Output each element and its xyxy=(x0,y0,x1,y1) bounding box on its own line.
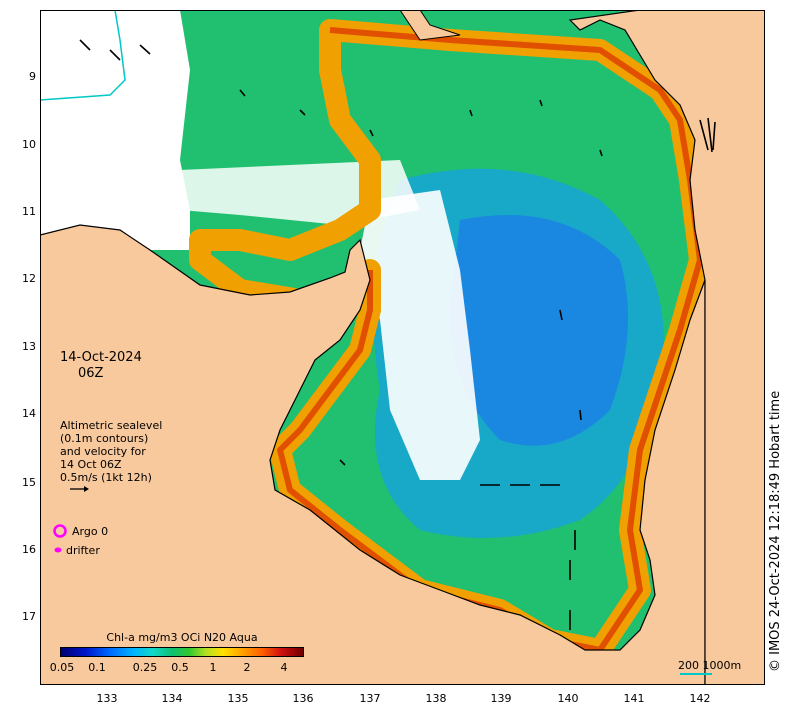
x-tick-label: 135 xyxy=(227,692,249,705)
colorbar-tick-label: 0.05 xyxy=(49,661,75,674)
gulf-core-water xyxy=(450,215,628,446)
land-east xyxy=(568,10,765,685)
y-tick-label: 14 xyxy=(22,407,36,420)
drifter-legend-label: drifter xyxy=(66,544,100,557)
y-tick-label: 11 xyxy=(22,205,36,218)
scale-bar-label: 200 1000m xyxy=(678,659,742,672)
y-tick-label: 16 xyxy=(22,543,36,556)
y-tick-label: 13 xyxy=(22,340,36,353)
land-north-strip xyxy=(399,10,461,41)
x-tick-label: 141 xyxy=(623,692,645,705)
y-tick-label: 12 xyxy=(22,272,36,285)
x-tick-label: 138 xyxy=(425,692,447,705)
colorbar-tick-label: 1 xyxy=(209,661,217,674)
colorbar-tick-label: 4 xyxy=(280,661,288,674)
date-label: 14-Oct-2024 xyxy=(60,350,142,365)
x-tick-label: 137 xyxy=(359,692,381,705)
sealevel-note-line: and velocity for xyxy=(60,445,146,458)
y-tick-label: 9 xyxy=(29,70,36,83)
land-west xyxy=(40,224,706,685)
y-tick-label: 17 xyxy=(22,610,36,623)
x-tick-label: 140 xyxy=(557,692,579,705)
contour-line xyxy=(40,10,126,101)
colorbar-tick-label: 0.5 xyxy=(171,661,189,674)
map-canvas[interactable] xyxy=(40,10,765,685)
y-tick-label: 10 xyxy=(22,138,36,151)
sealevel-note-line: Altimetric sealevel xyxy=(60,419,163,432)
sealevel-note: Altimetric sealevel (0.1m contours) and … xyxy=(60,419,180,484)
x-tick-label: 136 xyxy=(292,692,314,705)
map-border xyxy=(40,10,765,685)
colorbar-tick-label: 2 xyxy=(243,661,251,674)
no-data-region xyxy=(40,10,190,250)
sealevel-note-line: (0.1m contours) xyxy=(60,432,149,445)
colorbar xyxy=(60,647,304,657)
drifter-marker-icon xyxy=(54,547,62,553)
x-tick-label: 133 xyxy=(96,692,118,705)
argo-marker-icon xyxy=(53,524,67,538)
sealevel-note-line: 0.5m/s (1kt 12h) xyxy=(60,471,152,484)
time-label: 06Z xyxy=(78,366,104,381)
colorbar-title: Chl-a mg/m3 OCi N20 Aqua xyxy=(106,631,258,644)
map-frame[interactable] xyxy=(40,10,765,685)
argo-legend-label: Argo 0 xyxy=(72,525,109,538)
cloud-band xyxy=(360,190,480,480)
x-tick-label: 139 xyxy=(490,692,512,705)
y-tick-label: 15 xyxy=(22,476,36,489)
velocity-reference-arrow-icon xyxy=(70,486,89,492)
x-tick-label: 142 xyxy=(689,692,711,705)
velocity-vectors xyxy=(79,39,716,630)
colorbar-tick-label: 0.1 xyxy=(88,661,106,674)
sealevel-note-line: 14 Oct 06Z xyxy=(60,458,122,471)
colorbar-tick-label: 0.25 xyxy=(132,661,158,674)
imos-timestamp: © IMOS 24-Oct-2024 12:18:49 Hobart time xyxy=(768,390,783,672)
x-tick-label: 134 xyxy=(161,692,183,705)
